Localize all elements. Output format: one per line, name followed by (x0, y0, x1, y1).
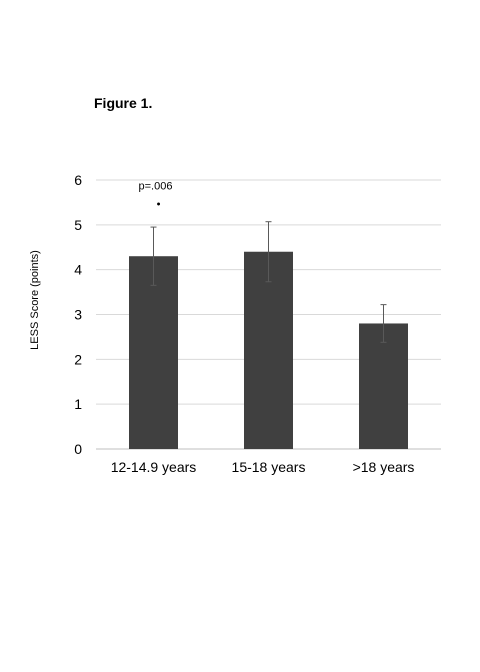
y-tick-label: 0 (74, 441, 82, 457)
x-category-label: >18 years (353, 459, 415, 475)
x-category-label: 15-18 years (232, 459, 306, 475)
x-category-labels: 12-14.9 years 15-18 years >18 years (111, 459, 415, 475)
bar (244, 251, 293, 449)
y-tick-label: 5 (74, 217, 82, 233)
y-tick-labels: 0 1 2 3 4 5 6 (74, 172, 82, 457)
significance-marker: • (157, 198, 161, 210)
p-value-annotation: p=.006 (139, 180, 173, 192)
figure-label: Figure 1. (94, 95, 153, 111)
bar (129, 256, 178, 449)
bars (129, 251, 408, 449)
y-tick-label: 4 (74, 262, 82, 278)
y-tick-label: 3 (74, 307, 82, 323)
error-bars (150, 221, 387, 343)
y-tick-label: 6 (74, 172, 82, 188)
x-category-label: 12-14.9 years (111, 459, 197, 475)
y-tick-label: 2 (74, 351, 82, 367)
bar (359, 323, 408, 449)
y-axis-label: LESS Score (points) (29, 250, 41, 350)
y-tick-label: 1 (74, 396, 82, 412)
annotations: p=.006 • (139, 180, 173, 210)
